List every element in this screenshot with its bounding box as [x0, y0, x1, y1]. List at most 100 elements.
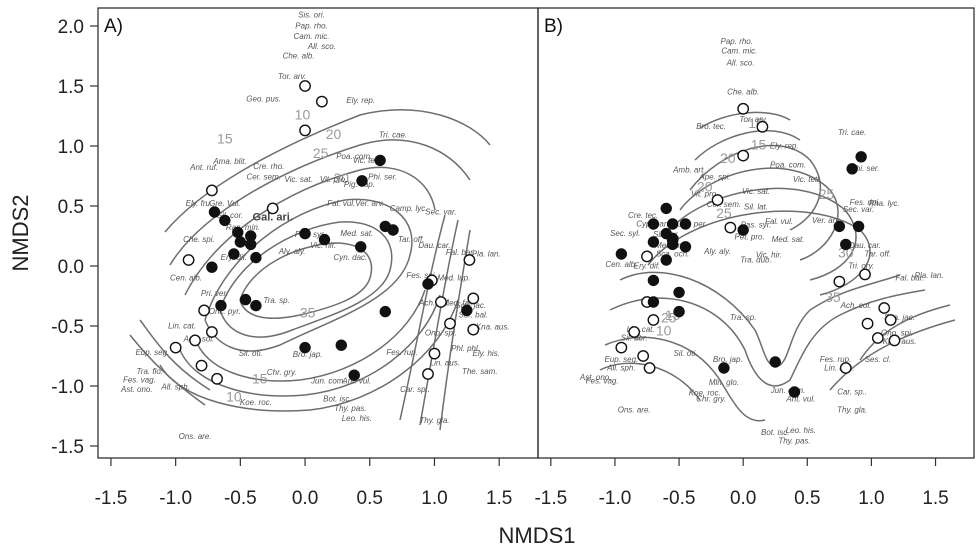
- species-label: Koe. roc.: [240, 398, 272, 407]
- y-axis-title: NMDS2: [8, 194, 33, 271]
- filled-point: [239, 293, 252, 306]
- species-label: Eup. seg.: [135, 348, 169, 357]
- species-label: Sil. oti.: [239, 349, 263, 358]
- species-label: Phi. ser.: [850, 164, 879, 173]
- species-label: Sil. lat.: [744, 203, 768, 212]
- open-point: [859, 268, 871, 281]
- species-label: Phl. phl.: [451, 344, 480, 353]
- species-label: Fes. spi.: [406, 271, 436, 280]
- contour-label: 35: [825, 289, 841, 305]
- filled-point: [615, 248, 628, 260]
- contour-label: 10: [226, 389, 242, 405]
- x-tick-label: 0.0: [292, 488, 318, 509]
- species-label: Cer. sem.: [246, 173, 280, 182]
- open-point: [833, 275, 846, 288]
- filled-point: [461, 304, 473, 317]
- species-label: Fes. vag.: [586, 377, 619, 386]
- x-tick-label: -1.5: [95, 488, 128, 509]
- species-label: Leo. his.: [786, 426, 816, 435]
- species-label: Car. sp..: [837, 387, 867, 396]
- species-label: Cam. mic.: [721, 47, 757, 56]
- panel-a: 10 15 20 25 30 35 10 15 Sis. ori.Pap. rho. Cam. …: [97, 7, 539, 459]
- species-label: Ely. fru.: [186, 199, 213, 208]
- contour-line: [129, 334, 206, 406]
- filled-point: [245, 238, 257, 251]
- species-label: Fal. vul.: [327, 199, 355, 208]
- filled-point: [852, 220, 865, 233]
- species-label: Geo. pus.: [246, 95, 281, 104]
- open-point: [711, 194, 724, 206]
- species-label: Jun. com.: [770, 386, 806, 395]
- species-label: Lin. aus.: [430, 359, 460, 368]
- filled-point: [374, 154, 386, 167]
- open-point: [444, 317, 456, 330]
- filled-point: [673, 286, 685, 299]
- species-label: Kna. aus.: [476, 323, 510, 332]
- panel-b-points: [615, 102, 901, 398]
- species-label: Bot. isc.: [323, 395, 351, 404]
- species-label: Sca. jac.: [884, 313, 915, 322]
- open-point: [266, 202, 279, 215]
- species-label: Ely. his.: [473, 349, 500, 358]
- contour-label: 20: [697, 179, 713, 195]
- x-tick-label: -1.0: [599, 488, 632, 509]
- open-point: [205, 184, 218, 197]
- species-label: Ant. vul.: [341, 377, 371, 386]
- species-label: Tra. sp.: [263, 296, 290, 305]
- x-tick-label: 1.5: [922, 488, 948, 509]
- species-label: Sil. cor.: [217, 211, 243, 220]
- open-point: [299, 80, 311, 92]
- contour-line: [239, 242, 373, 319]
- filled-point: [737, 224, 749, 236]
- filled-point: [299, 227, 311, 240]
- species-label: Onc. pyr.: [209, 307, 241, 316]
- species-label: Cen. alb.: [605, 260, 637, 269]
- filled-point: [679, 241, 692, 253]
- filled-point: [379, 305, 391, 318]
- species-label: Vit. pro.: [320, 175, 347, 184]
- species-label: Fal. bar.: [446, 248, 475, 257]
- open-point: [737, 149, 750, 162]
- species-label: Gre. Vul.: [209, 199, 240, 208]
- contour-line: [647, 210, 871, 296]
- filled-point: [788, 386, 801, 398]
- panel-a-label: A): [104, 16, 123, 37]
- species-label: Sca. jac.: [455, 301, 486, 310]
- contour-line: [859, 304, 951, 361]
- species-label: Gal. ari.: [253, 211, 293, 223]
- species-label: Aly. aly.: [278, 247, 306, 256]
- contour-label: 25: [819, 186, 835, 202]
- species-label: Lin. cat.: [627, 325, 655, 334]
- species-label: Thy. pas.: [778, 437, 810, 446]
- filled-point: [647, 218, 660, 230]
- species-label: Tra. dub.: [740, 255, 771, 264]
- axes: -1.5 -1.0 -0.5 0.0 0.5 1.0 1.5 2.0 -1.5 -1.0 -0.5 0…: [51, 17, 948, 509]
- species-label: Med. sat.: [340, 229, 373, 238]
- x-tick-label: 0.5: [357, 488, 383, 509]
- species-label: Che. alb.: [727, 87, 759, 96]
- filled-point: [855, 151, 867, 163]
- contour-line: [139, 319, 211, 391]
- contour-label: 25: [661, 309, 677, 325]
- species-label: Ons. are.: [179, 432, 212, 441]
- y-tick-label: 1.0: [58, 137, 84, 158]
- panel-a-points: [169, 80, 480, 385]
- species-label: Tri. cae.: [379, 131, 407, 140]
- panel-a-contours: [129, 109, 491, 431]
- panel-b: 10152025303525252015105 Pap. rho.Cam. mi…: [537, 7, 975, 459]
- species-label: Ape. spi.: [698, 173, 730, 182]
- filled-point: [348, 369, 360, 381]
- contour-label: 10: [656, 323, 672, 339]
- species-label: Poa. com.: [770, 161, 806, 170]
- species-label: Sec. var.: [843, 205, 874, 214]
- species-label: Tor. arv.: [278, 72, 306, 81]
- contour-label: 20: [326, 126, 342, 142]
- panel-b-frame: [537, 7, 975, 459]
- contour-label: 35: [300, 305, 316, 321]
- open-point: [435, 296, 447, 308]
- x-tick-label: -0.5: [224, 488, 257, 509]
- open-point: [428, 347, 441, 360]
- species-label: All. sco.: [307, 42, 336, 51]
- species-label: Fal. vul.: [765, 217, 793, 226]
- species-label: Thy. pas.: [334, 404, 366, 413]
